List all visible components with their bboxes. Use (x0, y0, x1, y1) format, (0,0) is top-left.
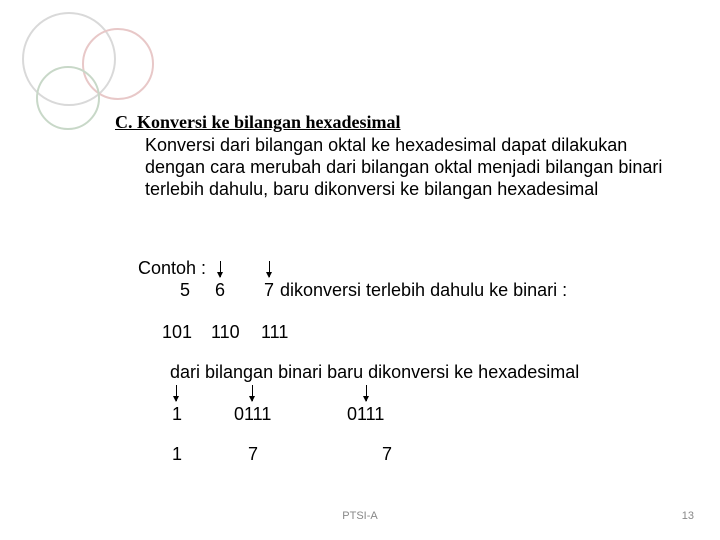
arrow-down-icon (252, 385, 253, 401)
binary2-group-2: 0111 (234, 404, 271, 425)
page-number: 13 (682, 510, 694, 522)
footer-code: PTSI-A (0, 510, 720, 522)
octal-digit-2: 6 (215, 280, 225, 301)
binary-group-3: 111 (261, 322, 288, 343)
octal-tail-text: dikonversi terlebih dahulu ke binari : (280, 280, 567, 301)
binary-group-1: 101 (162, 322, 192, 343)
arrow-down-icon (176, 385, 177, 401)
convert-line: dari bilangan binari baru dikonversi ke … (170, 362, 579, 383)
decor-circle (36, 66, 100, 130)
binary2-group-3: 0111 (347, 404, 384, 425)
arrow-down-icon (220, 261, 221, 277)
example-label: Contoh : (138, 258, 206, 279)
section-heading: C. Konversi ke bilangan hexadesimal (115, 112, 675, 133)
content-block: C. Konversi ke bilangan hexadesimal Konv… (115, 112, 675, 201)
binary2-group-1: 1 (172, 404, 182, 425)
binary-group-2: 110 (211, 322, 240, 343)
hex-digit-3: 7 (382, 444, 392, 465)
arrow-down-icon (269, 261, 270, 277)
hex-digit-2: 7 (248, 444, 258, 465)
arrow-down-icon (366, 385, 367, 401)
hex-digit-1: 1 (172, 444, 182, 465)
slide: { "decor": { "circles": [ { "left": 22, … (0, 0, 720, 540)
octal-digit-3: 7 (264, 280, 274, 301)
octal-digit-1: 5 (180, 280, 190, 301)
section-paragraph: Konversi dari bilangan oktal ke hexadesi… (115, 135, 675, 201)
